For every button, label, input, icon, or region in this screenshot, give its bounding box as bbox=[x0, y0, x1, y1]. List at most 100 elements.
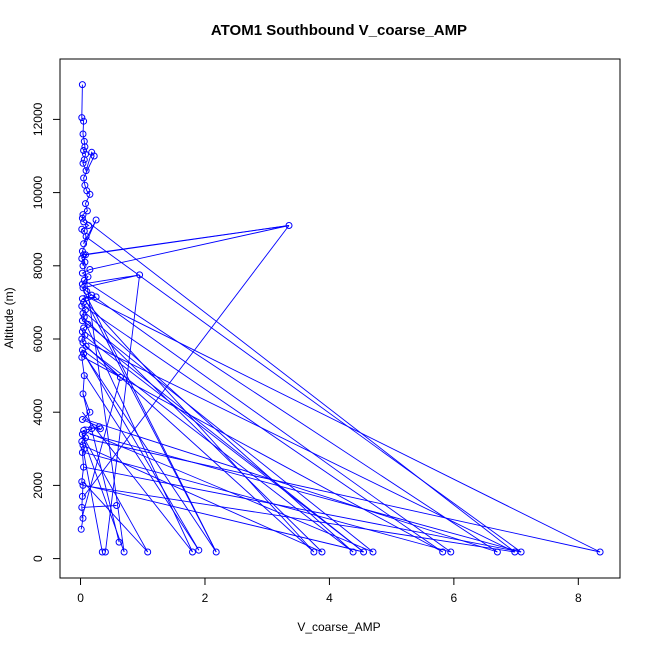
x-tick-label: 8 bbox=[575, 591, 582, 605]
data-point bbox=[80, 324, 88, 332]
data-point bbox=[82, 251, 89, 259]
series-segment bbox=[87, 342, 515, 553]
data-point bbox=[78, 214, 86, 222]
data-point bbox=[80, 218, 88, 226]
data-point bbox=[78, 478, 86, 486]
series-segment bbox=[85, 484, 364, 553]
series-segment bbox=[82, 411, 193, 553]
series-segment bbox=[82, 505, 117, 508]
data-point bbox=[79, 284, 87, 292]
data-point bbox=[136, 271, 144, 279]
series-line bbox=[80, 84, 290, 530]
data-point bbox=[79, 130, 87, 138]
series-segment bbox=[81, 428, 93, 439]
series-segment bbox=[82, 444, 323, 553]
series-segment bbox=[84, 452, 451, 553]
x-tick-label: 0 bbox=[77, 591, 84, 605]
data-point bbox=[79, 159, 87, 167]
data-point bbox=[144, 548, 152, 556]
data-point bbox=[78, 438, 86, 445]
data-point bbox=[98, 548, 106, 556]
data-point bbox=[80, 313, 88, 321]
series-segment bbox=[82, 481, 149, 553]
data-point bbox=[84, 320, 92, 328]
data-point bbox=[96, 425, 104, 433]
data-point bbox=[80, 427, 88, 434]
data-point bbox=[82, 434, 89, 442]
series-segment bbox=[82, 225, 290, 256]
data-point bbox=[79, 481, 87, 489]
data-point bbox=[78, 81, 86, 89]
data-point bbox=[79, 514, 87, 522]
series-segment bbox=[81, 349, 200, 551]
data-point bbox=[95, 423, 103, 431]
series-segment bbox=[82, 217, 516, 553]
series-segment bbox=[85, 375, 200, 551]
data-point bbox=[80, 463, 88, 471]
series-segment bbox=[83, 320, 193, 553]
data-point bbox=[82, 342, 90, 350]
y-tick-label: 6000 bbox=[31, 325, 45, 352]
data-point bbox=[82, 200, 89, 208]
data-point bbox=[596, 548, 604, 556]
series-lines bbox=[80, 84, 601, 553]
series-segment bbox=[87, 324, 374, 553]
data-point bbox=[82, 233, 90, 240]
y-axis: 0 2000 4000 6000 8000 10000 12000 bbox=[31, 102, 61, 562]
data-point bbox=[80, 147, 88, 154]
data-point bbox=[88, 425, 96, 433]
data-point bbox=[80, 251, 88, 259]
y-tick-label: 8000 bbox=[31, 252, 45, 279]
data-point bbox=[80, 240, 88, 248]
data-point bbox=[101, 548, 109, 556]
y-tick-label: 2000 bbox=[31, 472, 45, 499]
x-tick-label: 4 bbox=[326, 591, 333, 605]
series-segment bbox=[85, 419, 498, 553]
x-axis: 0 2 4 6 8 bbox=[77, 577, 582, 605]
x-axis-label: V_coarse_AMP bbox=[297, 620, 380, 634]
series-segment bbox=[89, 433, 522, 553]
data-point bbox=[78, 416, 86, 423]
data-point bbox=[349, 548, 357, 556]
series-segment bbox=[84, 280, 498, 553]
series-segment bbox=[83, 294, 601, 553]
data-point bbox=[120, 548, 128, 556]
series-segment bbox=[83, 225, 290, 497]
data-point bbox=[80, 156, 88, 164]
data-point bbox=[493, 548, 501, 556]
data-point bbox=[310, 548, 318, 556]
data-point bbox=[92, 293, 100, 301]
y-tick-label: 10000 bbox=[31, 176, 45, 210]
data-point bbox=[79, 262, 87, 270]
data-point bbox=[77, 525, 85, 533]
data-point bbox=[80, 137, 88, 145]
data-point bbox=[80, 117, 88, 125]
data-point bbox=[85, 222, 93, 229]
data-point bbox=[78, 317, 86, 325]
data-point bbox=[79, 390, 87, 398]
data-point bbox=[78, 353, 86, 361]
data-point bbox=[83, 287, 91, 295]
data-point bbox=[447, 548, 455, 556]
series-segment bbox=[83, 466, 522, 553]
data-point bbox=[86, 408, 94, 416]
y-axis-label: Altitude (m) bbox=[2, 287, 16, 348]
series-segment bbox=[82, 298, 315, 553]
series-segment bbox=[86, 291, 452, 553]
data-point bbox=[78, 295, 86, 303]
data-point bbox=[189, 548, 196, 556]
data-point bbox=[78, 335, 86, 343]
data-point bbox=[80, 174, 88, 182]
series-segment bbox=[81, 377, 121, 519]
series-segment bbox=[82, 342, 315, 553]
data-point bbox=[360, 548, 368, 556]
data-point bbox=[86, 190, 94, 198]
data-point bbox=[115, 538, 123, 546]
series-segment bbox=[83, 356, 443, 553]
series-segment bbox=[82, 484, 515, 553]
data-point bbox=[81, 143, 89, 151]
series-segment bbox=[82, 430, 374, 553]
series-segment bbox=[82, 393, 120, 543]
data-point bbox=[80, 350, 88, 358]
plot-frame bbox=[59, 58, 621, 579]
